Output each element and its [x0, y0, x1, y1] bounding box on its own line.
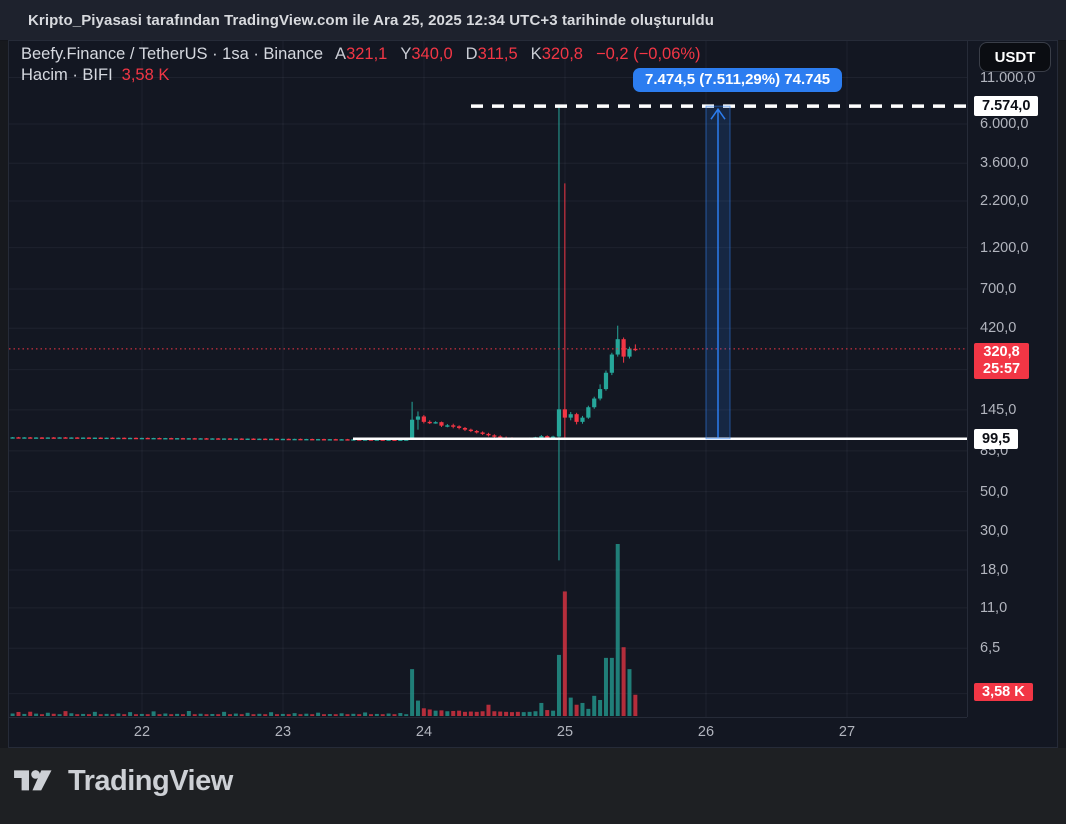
- tradingview-logo-text: TradingView: [68, 765, 233, 797]
- volume-badge: 3,58 K: [974, 682, 1033, 701]
- price-axis-label: 11,0: [980, 599, 1008, 616]
- price-range-arrowhead: [710, 107, 726, 120]
- price-axis-label: 2.200,0: [980, 193, 1029, 210]
- price-axis-label: 420,0: [980, 320, 1017, 337]
- bottom-bar: TradingView: [0, 748, 1066, 824]
- price-axis-label: 18,0: [980, 562, 1009, 578]
- chart-widget: Beefy.Finance / TetherUS · 1sa · Binance…: [8, 40, 1058, 748]
- ohlc-item: Y340,0: [400, 45, 453, 63]
- price-range-callout[interactable]: 7.474,5 (7.511,29%) 74.745: [633, 68, 843, 92]
- last-price-value: 320,8: [983, 343, 1020, 360]
- price-axis-label: 6.000,0: [980, 116, 1029, 133]
- price-chart-canvas: [9, 41, 967, 717]
- volume-legend-label: Hacim · BIFI: [21, 66, 113, 84]
- price-axis-label: 700,0: [980, 280, 1017, 297]
- attribution-bar: Kripto_Piyasasi tarafından TradingView.c…: [0, 0, 1066, 41]
- volume-layer: [10, 544, 638, 716]
- chart-legend: Beefy.Finance / TetherUS · 1sa · Binance…: [21, 45, 701, 87]
- date-label: 27: [838, 724, 856, 740]
- tradingview-logo-icon: [14, 770, 52, 791]
- price-axis[interactable]: USDT 7.574,0 320,8 25:57 99,5 3,58 K 11.…: [967, 41, 1057, 717]
- symbol-title: Beefy.Finance / TetherUS · 1sa · Binance: [21, 45, 324, 63]
- date-axis[interactable]: 22 23 24 25 26 27: [9, 717, 967, 747]
- ohlc-item: K320,8: [530, 45, 583, 63]
- ohlc-item: D311,5: [465, 45, 518, 63]
- bar-countdown: 25:57: [983, 360, 1021, 377]
- ohlc-values: A321,1 Y340,0 D311,5 K320,8: [335, 45, 596, 64]
- currency-button[interactable]: USDT: [979, 42, 1051, 72]
- attribution-text: Kripto_Piyasasi tarafından TradingView.c…: [28, 11, 715, 29]
- price-axis-label: 11.000,0: [980, 69, 1036, 86]
- price-axis-label: 3.600,0: [980, 155, 1029, 172]
- grid-layer: [9, 41, 967, 717]
- ray-price-badge: 99,5: [974, 428, 1019, 449]
- price-axis-label: 145,0: [980, 401, 1017, 418]
- date-label: 26: [697, 724, 715, 740]
- price-axis-label: 1.200,0: [980, 239, 1029, 256]
- last-price-badge: 320,8 25:57: [974, 342, 1030, 379]
- price-axis-label: 50,0: [980, 483, 1009, 500]
- ohlc-item: A321,1: [335, 45, 388, 63]
- volume-legend-value: 3,58 K: [121, 66, 170, 84]
- date-label: 22: [133, 724, 151, 740]
- date-label: 24: [415, 724, 433, 740]
- date-label: 23: [274, 724, 292, 740]
- tradingview-logo[interactable]: TradingView: [14, 765, 233, 798]
- change-value: −0,2 (−0,06%): [595, 45, 701, 63]
- candles-layer: [10, 106, 638, 561]
- date-label: 25: [556, 724, 574, 740]
- price-axis-label: 30,0: [980, 522, 1009, 539]
- price-axis-label: 6,5: [980, 640, 1001, 657]
- range-high-badge: 7.574,0: [974, 96, 1039, 117]
